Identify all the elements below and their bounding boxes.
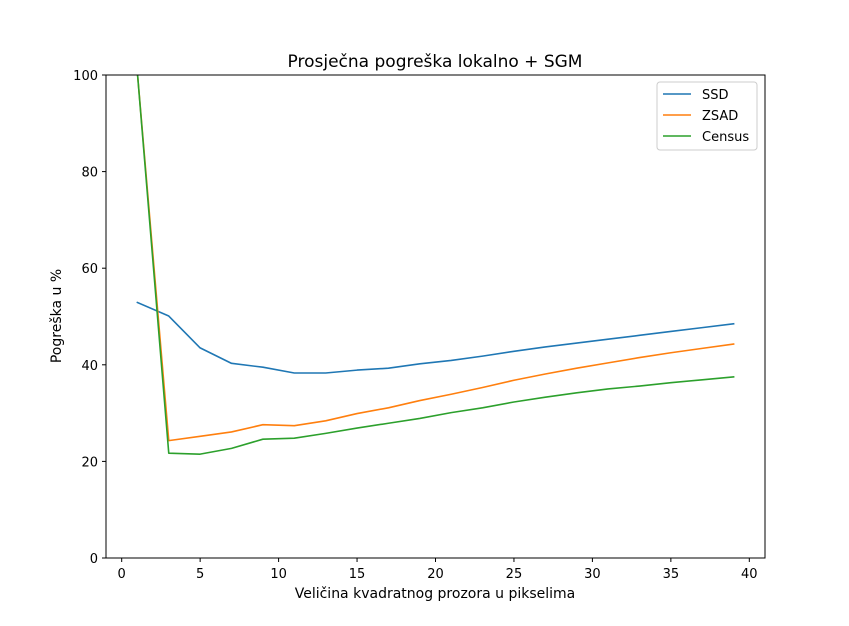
legend-label-ssd: SSD <box>702 88 729 103</box>
x-axis: 0 5 10 15 20 25 30 35 40 <box>118 558 758 582</box>
x-tick-label: 30 <box>584 567 601 582</box>
y-tick-label: 20 <box>81 455 98 470</box>
y-axis: 0 20 40 60 80 100 <box>73 69 106 567</box>
legend: SSD ZSAD Census <box>656 81 758 151</box>
y-tick-label: 0 <box>90 552 98 567</box>
y-axis-label: Pogreška u % <box>49 269 65 363</box>
y-tick-label: 80 <box>81 166 98 181</box>
series-layer <box>136 75 735 455</box>
legend-box <box>656 81 758 151</box>
x-tick-label: 25 <box>506 567 523 582</box>
x-tick-label: 10 <box>270 567 287 582</box>
y-tick-label: 100 <box>73 69 98 84</box>
x-tick-label: 40 <box>741 567 758 582</box>
series-line-ssd <box>136 301 735 374</box>
x-axis-label: Veličina kvadratnog prozora u pikselima <box>295 586 576 602</box>
y-tick-label: 60 <box>81 262 98 277</box>
series-line-zsad <box>136 75 735 442</box>
chart-title: Prosječna pogreška lokalno + SGM <box>288 52 583 72</box>
legend-label-zsad: ZSAD <box>702 109 738 124</box>
x-tick-label: 0 <box>118 567 126 582</box>
x-tick-label: 35 <box>663 567 680 582</box>
x-tick-label: 5 <box>196 567 204 582</box>
legend-label-census: Census <box>702 130 749 145</box>
x-tick-label: 15 <box>349 567 366 582</box>
x-tick-label: 20 <box>427 567 444 582</box>
series-line-census <box>136 75 735 455</box>
y-tick-label: 40 <box>81 359 98 374</box>
